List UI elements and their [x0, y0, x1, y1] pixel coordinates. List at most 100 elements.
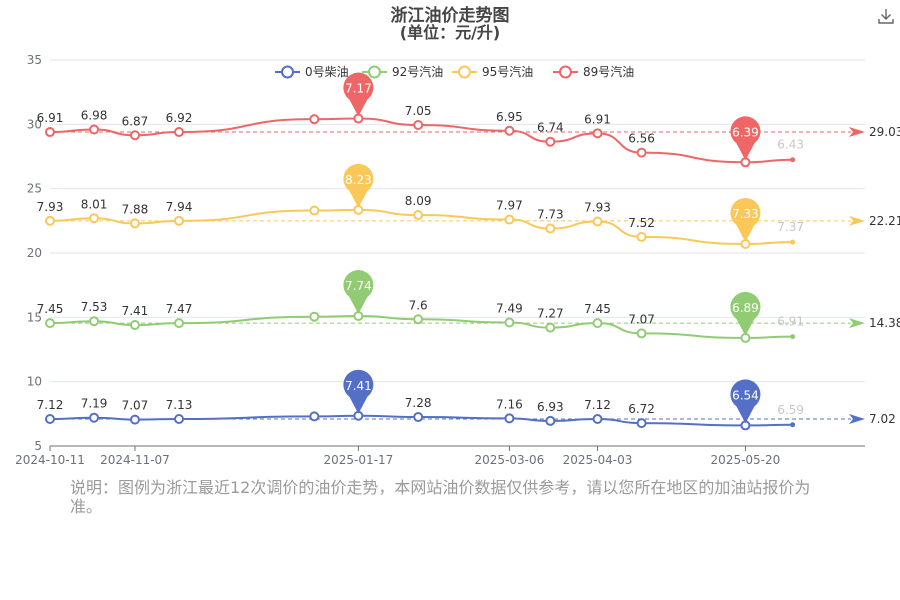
- data-point[interactable]: [504, 413, 515, 424]
- data-label: 7.73: [537, 208, 564, 222]
- data-point[interactable]: [790, 239, 796, 245]
- min-pin[interactable]: 6.89: [730, 291, 761, 336]
- legend-marker[interactable]: [368, 65, 381, 79]
- data-label: 7.6: [409, 298, 428, 312]
- data-label: 7.16: [496, 397, 523, 411]
- data-point[interactable]: [545, 136, 556, 147]
- data-point[interactable]: [45, 413, 55, 424]
- legend-marker[interactable]: [281, 65, 294, 79]
- max-pin[interactable]: 8.23: [343, 163, 374, 208]
- legend-marker[interactable]: [458, 65, 471, 79]
- data-point[interactable]: [174, 413, 185, 424]
- data-point[interactable]: [545, 415, 556, 426]
- legend-marker[interactable]: [559, 65, 572, 79]
- legend-label[interactable]: 89号汽油: [583, 64, 634, 79]
- data-point[interactable]: [45, 318, 55, 329]
- data-point[interactable]: [89, 124, 100, 135]
- y-tick-label: 5: [34, 439, 42, 453]
- legend-label[interactable]: 92号汽油: [392, 64, 443, 79]
- average-line-arrow: [849, 215, 865, 226]
- y-tick-label: 20: [27, 246, 42, 260]
- data-label: 7.94: [166, 200, 193, 214]
- max-pin[interactable]: 7.74: [343, 270, 374, 315]
- data-point[interactable]: [174, 215, 185, 226]
- pin-label: 6.39: [732, 125, 759, 139]
- data-label: 7.13: [166, 398, 193, 412]
- legend-label[interactable]: 0号柴油: [305, 65, 349, 79]
- x-tick-label: 2025-05-20: [711, 453, 781, 467]
- data-point[interactable]: [413, 412, 424, 423]
- data-point[interactable]: [89, 213, 100, 224]
- data-point[interactable]: [413, 210, 424, 221]
- data-point[interactable]: [309, 114, 320, 125]
- data-point[interactable]: [309, 311, 320, 322]
- pin-label: 7.33: [732, 207, 759, 221]
- data-point[interactable]: [636, 231, 647, 242]
- data-label: 8.09: [405, 194, 432, 208]
- data-point[interactable]: [636, 147, 647, 158]
- data-point[interactable]: [309, 411, 320, 422]
- average-lines: 7.02 14.38 22.21 29.03: [46, 125, 900, 426]
- data-point[interactable]: [129, 414, 140, 425]
- legend-label[interactable]: 95号汽油: [482, 64, 533, 79]
- download-icon[interactable]: [876, 6, 896, 26]
- data-label: 7.47: [166, 302, 193, 316]
- data-point[interactable]: [413, 119, 424, 130]
- data-label: 7.93: [584, 200, 611, 214]
- x-tick-label: 2025-04-03: [563, 453, 633, 467]
- pin-label: 7.74: [345, 279, 372, 293]
- axes: 5 10 15 20 25 30 35 2024-10-11 2024-11-07 2025-01…: [15, 53, 865, 467]
- data-label: 6.92: [166, 111, 193, 125]
- data-point[interactable]: [89, 412, 100, 423]
- data-point[interactable]: [174, 127, 185, 138]
- data-point[interactable]: [504, 317, 515, 328]
- pin-shape: [730, 379, 761, 424]
- data-point[interactable]: [790, 157, 796, 163]
- data-point[interactable]: [545, 223, 556, 234]
- data-label: 7.93: [37, 200, 64, 214]
- data-point[interactable]: [89, 316, 100, 327]
- y-tick-label: 10: [27, 375, 42, 389]
- data-point[interactable]: [129, 130, 140, 141]
- data-label: 6.72: [628, 402, 655, 416]
- data-point[interactable]: [636, 328, 647, 339]
- data-point[interactable]: [504, 125, 515, 136]
- data-point[interactable]: [174, 318, 185, 329]
- data-label: 6.74: [537, 121, 564, 135]
- data-point[interactable]: [592, 128, 603, 139]
- data-point[interactable]: [790, 422, 796, 428]
- series-lines: [45, 113, 796, 431]
- data-point[interactable]: [45, 215, 55, 226]
- data-label: 8.01: [81, 197, 108, 211]
- data-point[interactable]: [790, 334, 796, 340]
- data-label: 7.97: [496, 199, 523, 213]
- max-pin[interactable]: 7.17: [343, 72, 374, 117]
- data-point[interactable]: [545, 322, 556, 333]
- average-value: 29.03: [869, 125, 900, 139]
- data-point[interactable]: [45, 127, 55, 138]
- pin-shape: [730, 291, 761, 336]
- min-pin[interactable]: 6.54: [730, 379, 761, 424]
- min-pin[interactable]: 7.33: [730, 197, 761, 242]
- average-line-arrow: [849, 318, 865, 329]
- pin-label: 7.17: [345, 82, 372, 96]
- data-point[interactable]: [592, 413, 603, 424]
- data-point[interactable]: [592, 216, 603, 227]
- data-label-end: 6.59: [777, 403, 804, 417]
- data-point[interactable]: [636, 418, 647, 429]
- data-point[interactable]: [504, 214, 515, 225]
- data-point[interactable]: [592, 318, 603, 329]
- pin-shape: [343, 72, 374, 117]
- pin-shape: [343, 369, 374, 414]
- data-point[interactable]: [129, 320, 140, 331]
- data-label: 7.52: [628, 216, 655, 230]
- y-tick-label: 30: [27, 117, 42, 131]
- data-point[interactable]: [309, 205, 320, 216]
- data-point[interactable]: [413, 314, 424, 325]
- data-label: 6.91: [37, 111, 64, 125]
- min-pin[interactable]: 6.39: [730, 116, 761, 161]
- data-point[interactable]: [129, 218, 140, 229]
- max-pin[interactable]: 7.41: [343, 369, 374, 414]
- disclaimer-note: 说明：图例为浙江最近12次调价的油价走势，本网站油价数据仅供参考，请以您所在地区…: [70, 478, 811, 516]
